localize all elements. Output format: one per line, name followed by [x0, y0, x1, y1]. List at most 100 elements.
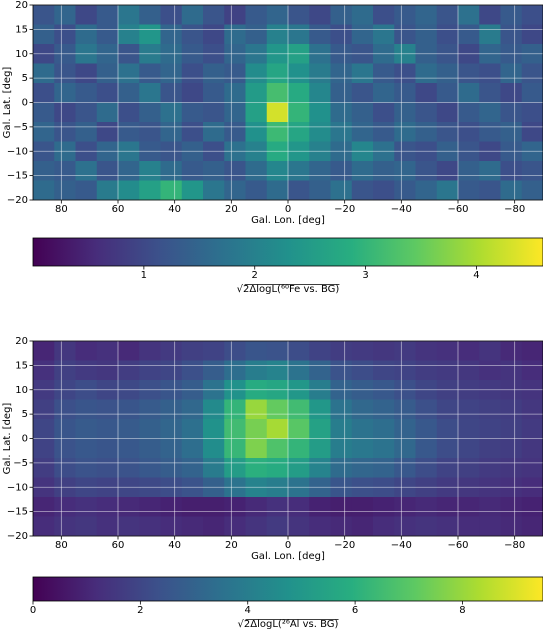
y-tick-label: −5 — [13, 458, 28, 469]
heatmap-cell — [266, 399, 289, 420]
heatmap-cell — [309, 419, 331, 439]
heatmap-cell — [54, 497, 76, 517]
heatmap-cell — [288, 63, 310, 84]
heatmap-cell — [75, 458, 98, 478]
heatmap-cell — [203, 5, 225, 25]
heatmap-cell — [373, 341, 395, 361]
heatmap-cell — [521, 419, 543, 439]
heatmap-cell — [75, 161, 98, 181]
heatmap-cell — [75, 180, 98, 201]
heatmap-cell — [415, 419, 438, 439]
heatmap-cell — [96, 341, 119, 361]
heatmap-cell — [266, 161, 289, 181]
heatmap-cell — [458, 497, 480, 517]
heatmap-cell — [288, 419, 310, 439]
heatmap-cell — [479, 438, 501, 459]
heatmap-cell — [266, 63, 289, 84]
heatmap-cell — [118, 5, 140, 25]
heatmap-cell — [33, 399, 55, 420]
heatmap-cell — [118, 438, 140, 459]
heatmap-cell — [330, 102, 353, 123]
heatmap-cell — [373, 83, 395, 103]
heatmap-cell — [309, 161, 331, 181]
heatmap-cell — [118, 83, 140, 103]
heatmap-cell — [139, 24, 161, 45]
heatmap-cell — [479, 341, 501, 361]
heatmap-cell — [54, 180, 76, 201]
x-tick-label: −40 — [391, 204, 412, 215]
heatmap-cell — [373, 161, 395, 181]
heatmap-cell — [500, 516, 523, 537]
heatmap-cell — [479, 399, 501, 420]
heatmap-cell — [500, 399, 523, 420]
heatmap-cell — [500, 497, 523, 517]
heatmap-cell — [203, 341, 225, 361]
heatmap-cell — [500, 5, 523, 25]
heatmap-cell — [458, 102, 480, 123]
y-axis-label: Gal. Lat. [deg] — [2, 67, 13, 139]
heatmap-cell — [224, 516, 246, 537]
colorbar-tick-label: 6 — [352, 605, 358, 616]
heatmap-cell — [224, 122, 246, 142]
axes-frame — [32, 4, 543, 201]
heatmap-cell — [415, 24, 438, 45]
heatmap-cell — [330, 5, 353, 25]
heatmap-cell — [436, 516, 459, 537]
heatmap-cell — [394, 180, 416, 201]
y-tick-label: 0 — [22, 434, 28, 445]
heatmap-cell — [181, 63, 204, 84]
x-axis-label: Gal. Lon. [deg] — [251, 551, 325, 562]
heatmap-cell — [203, 83, 225, 103]
heatmap-cell — [436, 360, 459, 381]
heatmap-cell — [415, 516, 438, 537]
heatmap-cell — [479, 5, 501, 25]
heatmap-cell — [203, 180, 225, 201]
x-tick-label: 80 — [55, 540, 68, 551]
heatmap-cell — [309, 180, 331, 201]
heatmap-cell — [521, 5, 543, 25]
x-tick-label: 40 — [168, 540, 181, 551]
heatmap-cell — [351, 63, 374, 84]
heatmap-cell — [351, 438, 374, 459]
heatmap-cell — [54, 360, 76, 381]
heatmap-cell — [203, 102, 225, 123]
x-tick-label: 80 — [55, 204, 68, 215]
heatmap-cell — [33, 102, 55, 123]
heatmap-cell — [330, 360, 353, 381]
heatmap-cell — [415, 399, 438, 420]
heatmap-cell — [181, 24, 204, 45]
heatmap-cell — [458, 419, 480, 439]
heatmap-cell — [521, 122, 543, 142]
x-tick-label: −80 — [504, 540, 525, 551]
heatmap-cell — [54, 161, 76, 181]
heatmap-cell — [266, 122, 289, 142]
heatmap-cell — [266, 341, 289, 361]
colorbar-label: √2ΔlogL(⁶⁰Fe vs. BG) — [237, 284, 340, 295]
heatmap-cell — [330, 516, 353, 537]
colorbar-tick-label: 8 — [459, 605, 465, 616]
heatmap-cell — [479, 161, 501, 181]
heatmap-cell — [181, 360, 204, 381]
heatmap-cell — [54, 63, 76, 84]
heatmap-cell — [160, 399, 183, 420]
heatmap-cell — [96, 83, 119, 103]
heatmap-cell — [139, 360, 161, 381]
heatmap-cell — [394, 24, 416, 45]
heatmap-cell — [351, 122, 374, 142]
heatmap-cell — [373, 458, 395, 478]
heatmap-cell — [521, 180, 543, 201]
heatmap-cell — [245, 83, 268, 103]
heatmap-cell — [245, 5, 268, 25]
heatmap-cell — [415, 63, 438, 84]
heatmap-cell — [521, 102, 543, 123]
heatmap-cell — [394, 458, 416, 478]
heatmap-cell — [245, 516, 268, 537]
heatmap-cell — [415, 180, 438, 201]
heatmap-cell — [521, 458, 543, 478]
heatmap-cell — [479, 102, 501, 123]
heatmap-cell — [394, 497, 416, 517]
heatmap-cell — [203, 63, 225, 84]
heatmap-cell — [309, 341, 331, 361]
heatmap-cell — [521, 161, 543, 181]
heatmap-cell — [54, 341, 76, 361]
